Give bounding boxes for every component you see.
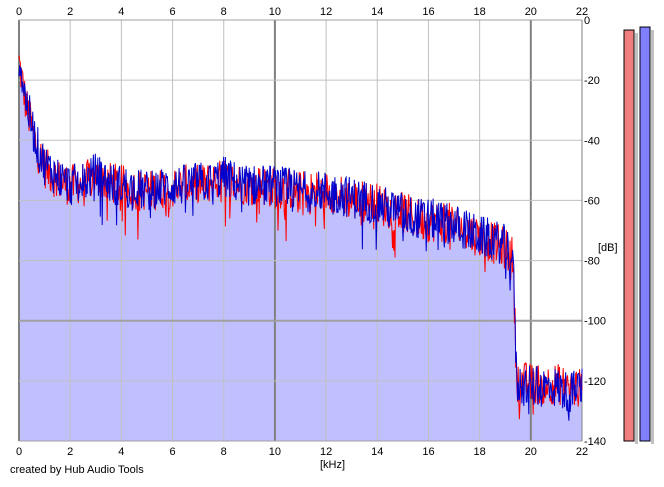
x-axis-label: [kHz] bbox=[320, 459, 345, 471]
x-tick-label-top: 16 bbox=[422, 6, 434, 18]
x-tick-label-bottom: 18 bbox=[474, 446, 486, 458]
x-tick-label-bottom: 6 bbox=[169, 446, 175, 458]
x-tick-label-top: 18 bbox=[474, 6, 486, 18]
x-tick-label-bottom: 8 bbox=[221, 446, 227, 458]
y-tick-label: -140 bbox=[584, 436, 606, 448]
x-tick-label-bottom: 16 bbox=[422, 446, 434, 458]
y-tick-label: -60 bbox=[584, 195, 600, 207]
x-tick-label-top: 0 bbox=[16, 6, 22, 18]
x-tick-label-top: 20 bbox=[525, 6, 537, 18]
x-tick-label-top: 12 bbox=[320, 6, 332, 18]
x-tick-label-top: 22 bbox=[576, 6, 588, 18]
x-tick-label-bottom: 22 bbox=[576, 446, 588, 458]
x-tick-label-top: 4 bbox=[118, 6, 124, 18]
x-tick-label-top: 10 bbox=[269, 6, 281, 18]
x-tick-label-bottom: 20 bbox=[525, 446, 537, 458]
level-meter-left bbox=[623, 29, 635, 442]
meter-shadow bbox=[651, 30, 654, 445]
spectrum-fill bbox=[19, 55, 582, 441]
y-tick-label: -20 bbox=[584, 75, 600, 87]
x-tick-label-bottom: 0 bbox=[16, 446, 22, 458]
y-tick-label: 0 bbox=[584, 15, 590, 27]
y-axis-label: [dB] bbox=[598, 242, 618, 254]
x-tick-label-top: 2 bbox=[67, 6, 73, 18]
y-tick-label: -40 bbox=[584, 135, 600, 147]
x-tick-label-top: 14 bbox=[371, 6, 383, 18]
y-tick-label: -120 bbox=[584, 376, 606, 388]
meter-shadow bbox=[635, 33, 638, 445]
x-tick-label-top: 8 bbox=[221, 6, 227, 18]
credit-text: created by Hub Audio Tools bbox=[10, 464, 144, 476]
series-line-right bbox=[18, 65, 583, 421]
x-tick-label-bottom: 12 bbox=[320, 446, 332, 458]
x-tick-label-bottom: 10 bbox=[269, 446, 281, 458]
level-meter-right bbox=[639, 26, 651, 442]
y-tick-label: -100 bbox=[584, 316, 606, 328]
y-tick-label: -80 bbox=[584, 256, 600, 268]
x-tick-label-top: 6 bbox=[169, 6, 175, 18]
x-tick-label-bottom: 2 bbox=[67, 446, 73, 458]
x-tick-label-bottom: 14 bbox=[371, 446, 383, 458]
x-tick-label-bottom: 4 bbox=[118, 446, 124, 458]
